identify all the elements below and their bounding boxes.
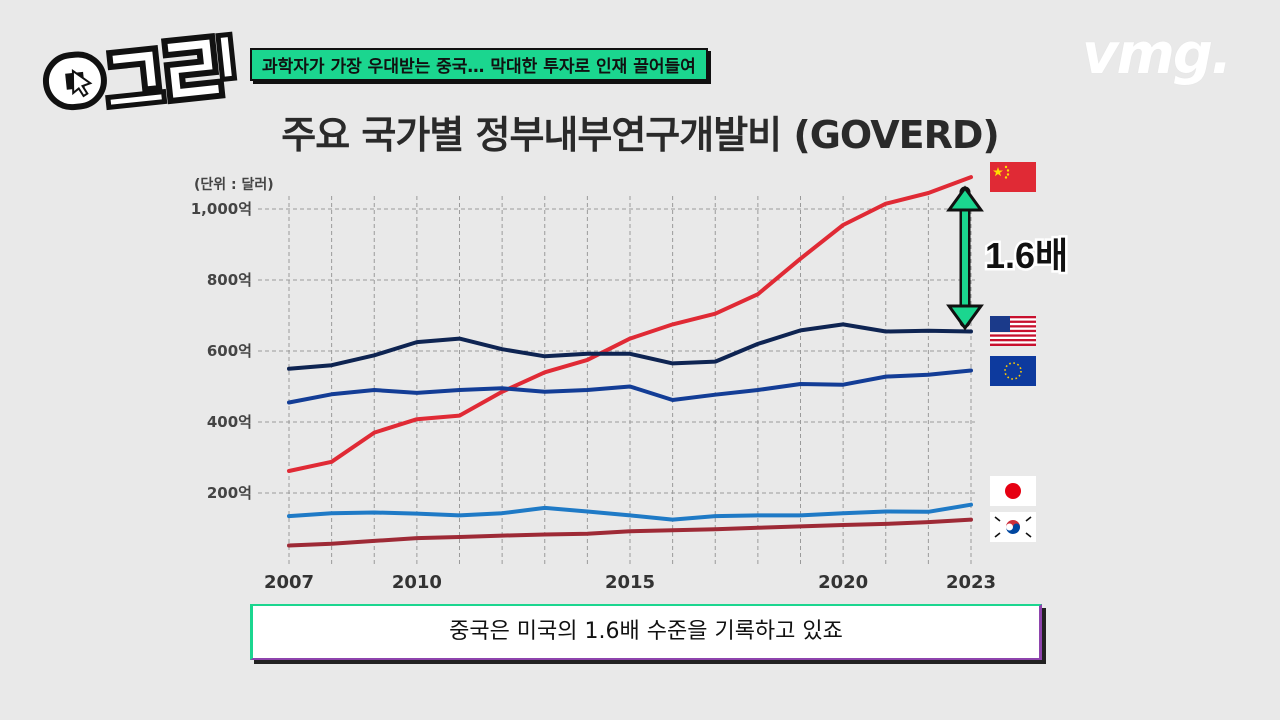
x-tick-label: 2023 <box>946 572 996 593</box>
x-tick-label: 2020 <box>818 572 868 593</box>
y-tick-label: 400억 <box>207 413 252 431</box>
y-tick-label: 600억 <box>207 342 252 360</box>
chart-title: 주요 국가별 정부내부연구개발비 (GOVERD) <box>281 113 1000 157</box>
eu-flag-icon <box>990 356 1036 386</box>
unit-label: (단위 : 달러) <box>194 177 274 193</box>
y-axis-ticks: 1,000억 800억 600억 400억 200억 <box>191 200 252 502</box>
korea-flag-icon <box>990 512 1036 542</box>
chart-lines <box>287 175 973 548</box>
x-axis-ticks: 2007 2010 2015 2020 2023 <box>264 572 996 593</box>
x-tick-label: 2010 <box>392 572 442 593</box>
eu-series-line <box>287 368 973 405</box>
japan-flag-icon <box>990 476 1036 506</box>
usa-series-line <box>287 322 973 371</box>
ograb-logo <box>42 31 238 111</box>
usa-flag-icon <box>990 316 1036 346</box>
x-tick-label: 2015 <box>605 572 655 593</box>
ratio-arrow <box>946 185 984 331</box>
japan-series-line <box>287 502 973 522</box>
y-tick-label: 1,000억 <box>191 200 252 218</box>
vmg-brand-logo: vmg. <box>1082 22 1232 87</box>
korea-series-line <box>287 517 973 548</box>
x-tick-label: 2007 <box>264 572 314 593</box>
china-series-line <box>287 175 973 473</box>
headline-banner: 과학자가 가장 우대받는 중국… 막대한 투자로 인재 끌어들여 <box>250 48 708 81</box>
caption-subtitle: 중국은 미국의 1.6배 수준을 기록하고 있죠 <box>250 604 1042 660</box>
china-flag-icon <box>990 162 1036 192</box>
y-tick-label: 200억 <box>207 484 252 502</box>
ratio-label: 1.6배 <box>985 235 1068 276</box>
y-tick-label: 800억 <box>207 271 252 289</box>
